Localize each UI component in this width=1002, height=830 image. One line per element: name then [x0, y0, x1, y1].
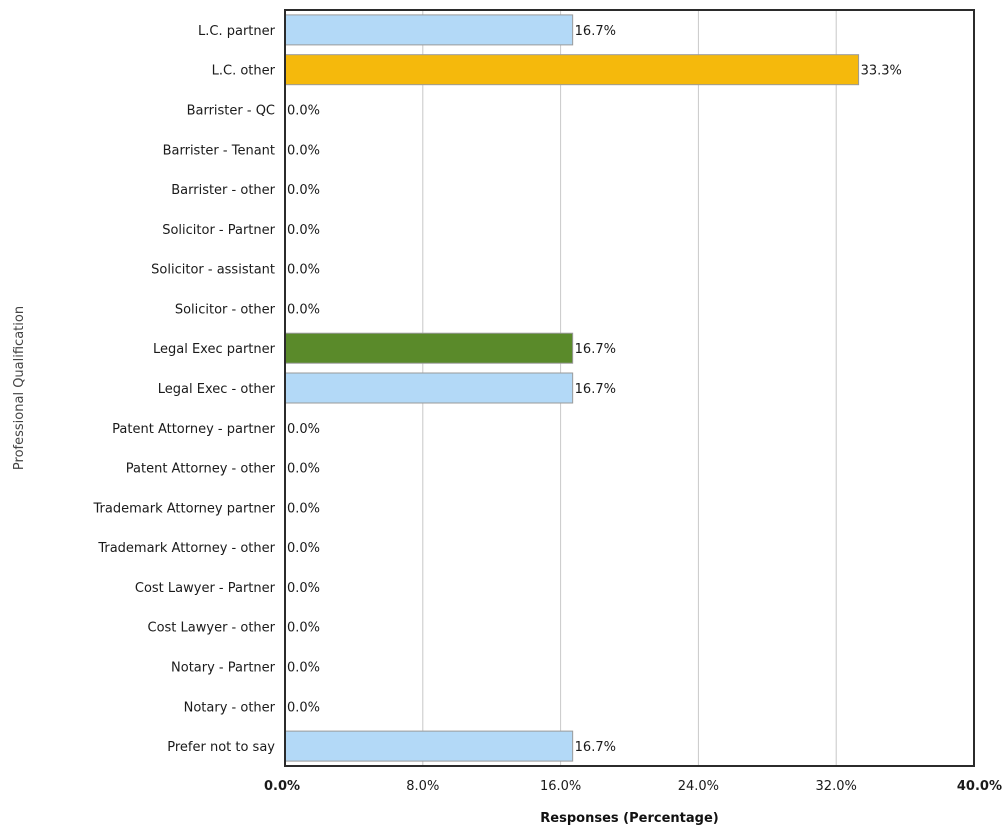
category-label: Trademark Attorney - other: [97, 541, 275, 556]
category-label: Trademark Attorney partner: [93, 501, 276, 516]
category-label: Patent Attorney - other: [126, 462, 276, 477]
category-label: Solicitor - assistant: [151, 263, 275, 278]
x-axis-title: Responses (Percentage): [540, 811, 718, 826]
bar: [284, 54, 860, 86]
category-label: Cost Lawyer - other: [148, 621, 276, 636]
x-tick-label: 16.0%: [540, 779, 581, 794]
value-label: 33.3%: [861, 64, 902, 79]
value-label: 0.0%: [287, 621, 320, 636]
value-label: 0.0%: [287, 501, 320, 516]
value-label: 16.7%: [575, 24, 616, 39]
value-label: 0.0%: [287, 462, 320, 477]
x-tick-label: 0.0%: [264, 779, 300, 794]
bar: [284, 14, 574, 46]
category-label: Legal Exec - other: [158, 382, 276, 397]
category-label: Prefer not to say: [167, 740, 275, 755]
category-label: Cost Lawyer - Partner: [135, 581, 276, 596]
value-label: 0.0%: [287, 263, 320, 278]
value-label: 0.0%: [287, 581, 320, 596]
category-label: Barrister - other: [171, 183, 275, 198]
value-label: 16.7%: [575, 342, 616, 357]
value-label: 16.7%: [575, 740, 616, 755]
value-label: 0.0%: [287, 700, 320, 715]
value-label: 0.0%: [287, 661, 320, 676]
category-label: Barrister - QC: [187, 103, 275, 118]
x-tick-label: 32.0%: [816, 779, 857, 794]
value-label: 0.0%: [287, 183, 320, 198]
value-label: 0.0%: [287, 302, 320, 317]
plot-frame: [284, 9, 975, 767]
category-label: Notary - Partner: [171, 661, 276, 676]
bar: [284, 332, 574, 364]
value-label: 0.0%: [287, 541, 320, 556]
value-label: 0.0%: [287, 223, 320, 238]
x-tick-label: 24.0%: [678, 779, 719, 794]
x-tick-labels: 0.0% 8.0% 16.0% 24.0% 32.0% 40.0%: [264, 779, 1002, 794]
bars: [284, 14, 860, 762]
bar: [284, 372, 574, 404]
value-label: 0.0%: [287, 103, 320, 118]
value-label: 16.7%: [575, 382, 616, 397]
category-label: Patent Attorney - partner: [112, 422, 275, 437]
category-label: Barrister - Tenant: [163, 143, 275, 158]
category-label: Notary - other: [184, 700, 276, 715]
value-label: 0.0%: [287, 143, 320, 158]
category-label: Solicitor - other: [175, 302, 276, 317]
category-label: Legal Exec partner: [153, 342, 276, 357]
x-tick-label: 8.0%: [406, 779, 439, 794]
category-labels: L.C. partner L.C. other Barrister - QC Barr…: [93, 24, 276, 755]
x-tick-label: 40.0%: [957, 779, 1002, 794]
y-axis-title: Professional Qualification: [12, 306, 27, 470]
category-label: Solicitor - Partner: [162, 223, 275, 238]
value-label: 0.0%: [287, 422, 320, 437]
bar: [284, 730, 574, 762]
category-label: L.C. partner: [198, 24, 276, 39]
category-label: L.C. other: [212, 64, 276, 79]
value-labels: 16.7% 33.3% 0.0% 0.0% 0.0% 0.0% 0.0% 0.0% 16.7% 1…: [287, 24, 902, 755]
